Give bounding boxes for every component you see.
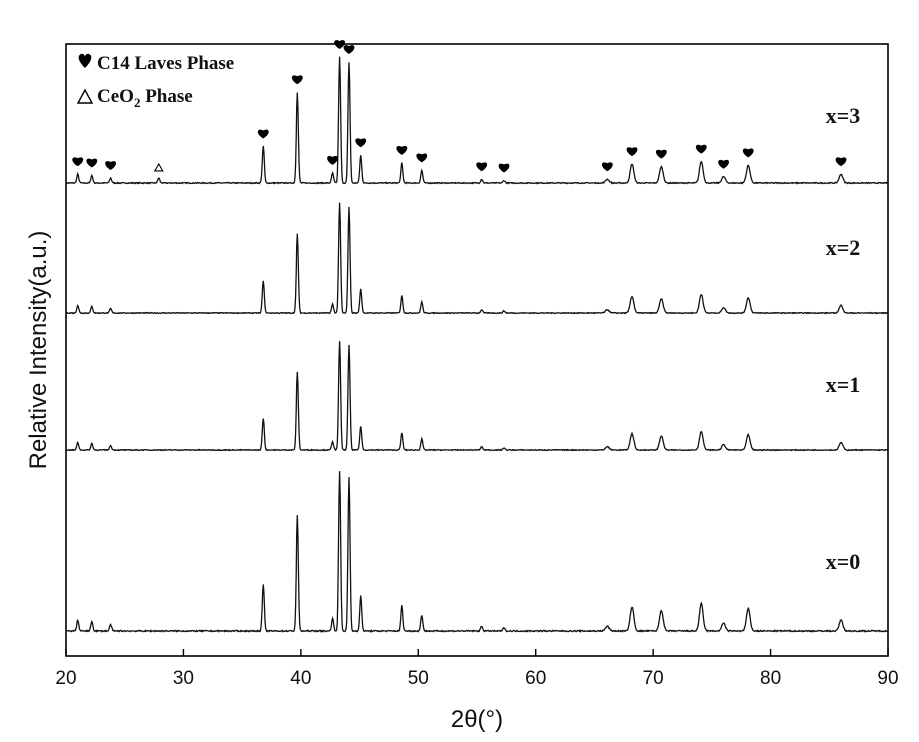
laves-marker-heart-icon xyxy=(602,162,613,171)
laves-marker-heart-icon xyxy=(656,150,667,159)
x-tick-label: 40 xyxy=(290,668,311,689)
laves-marker-heart-icon xyxy=(355,138,366,147)
series-labels: x=3 x=2 x=1 x=0 xyxy=(826,103,861,574)
plot-frame xyxy=(66,44,888,656)
trace-x=2 xyxy=(66,203,888,314)
x-tick-label: 70 xyxy=(643,668,664,689)
series-label: x=3 xyxy=(826,103,861,128)
laves-marker-heart-icon xyxy=(292,75,303,84)
legend-label-c14: C14 Laves Phase xyxy=(97,53,234,74)
x-tick-label: 60 xyxy=(525,668,546,689)
x-tick-label: 30 xyxy=(173,668,194,689)
laves-marker-heart-icon xyxy=(499,164,510,173)
x-tick-label: 20 xyxy=(55,668,76,689)
laves-marker-heart-icon xyxy=(743,148,754,157)
x-axis-ticks: 20 30 40 50 60 70 80 90 xyxy=(55,649,898,689)
laves-marker-heart-icon xyxy=(396,146,407,155)
legend: C14 Laves Phase CeO2 Phase xyxy=(78,53,234,110)
series-label: x=2 xyxy=(826,235,861,260)
ceo2-marker-triangle-icon xyxy=(155,164,163,171)
laves-marker-heart-icon xyxy=(627,147,638,156)
laves-marker-heart-icon xyxy=(718,160,729,169)
laves-marker-heart-icon xyxy=(334,40,345,49)
laves-marker-heart-icon xyxy=(86,159,97,168)
traces xyxy=(66,57,888,632)
series-label: x=0 xyxy=(826,549,861,574)
legend-label-ceo2: CeO2 Phase xyxy=(97,86,193,110)
series-label: x=1 xyxy=(826,372,861,397)
x-axis-title: 2θ(°) xyxy=(451,706,503,733)
laves-marker-heart-icon xyxy=(836,157,847,166)
laves-marker-heart-icon xyxy=(327,156,338,165)
x-tick-label: 80 xyxy=(760,668,781,689)
legend-heart-icon xyxy=(79,54,92,68)
x-tick-label: 50 xyxy=(408,668,429,689)
laves-marker-heart-icon xyxy=(72,157,83,166)
laves-marker-heart-icon xyxy=(696,145,707,154)
laves-marker-heart-icon xyxy=(476,162,487,171)
laves-marker-heart-icon xyxy=(105,161,116,170)
trace-x=0 xyxy=(66,471,888,631)
trace-x=1 xyxy=(66,341,888,450)
laves-marker-heart-icon xyxy=(344,45,355,54)
x-tick-label: 90 xyxy=(877,668,898,689)
laves-marker-heart-icon xyxy=(416,154,427,163)
laves-marker-heart-icon xyxy=(258,130,269,139)
y-axis-title: Relative Intensity(a.u.) xyxy=(25,231,52,470)
legend-triangle-icon xyxy=(78,90,92,103)
